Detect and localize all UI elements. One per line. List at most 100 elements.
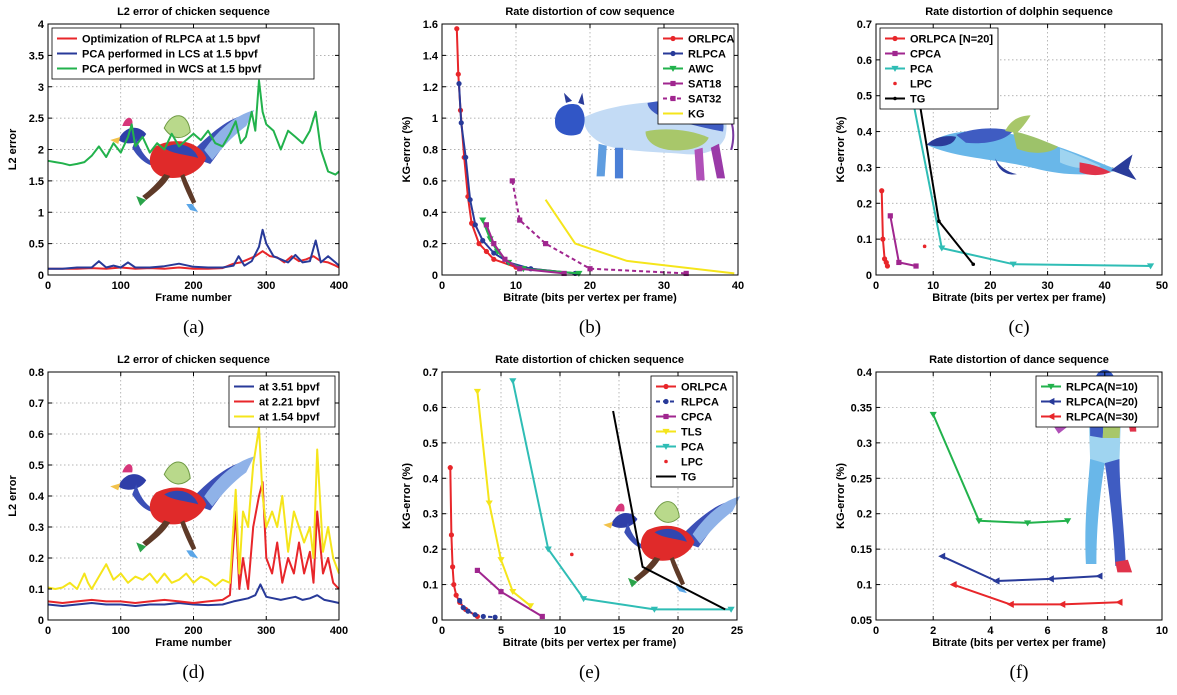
subfigure-label: (c) [1008,317,1029,338]
dancer-leg-left [1085,458,1105,564]
data-point [483,222,489,228]
y-tick-label: 0.35 [851,402,872,414]
data-point [938,552,946,560]
data-point [544,546,552,553]
legend-label: KG [688,109,705,121]
x-tick-label: 30 [1041,280,1053,292]
data-point [887,213,893,219]
y-tick-label: 0.2 [29,553,44,565]
x-tick-label: 10 [510,280,522,292]
legend-entry: RLPCA [656,397,719,409]
data-point [949,580,957,589]
x-tick-label: 10 [927,280,939,292]
series-rlpca [457,597,498,620]
legend-label: PCA [910,64,933,76]
legend-label: CPCA [681,412,712,424]
y-axis-label: KG-error (%) [835,463,847,529]
series-line [903,57,1151,267]
chart-title: L2 error of chicken sequence [117,6,270,18]
data-point [922,244,927,249]
y-tick-label: 0 [432,615,438,627]
y-tick-label: 0.1 [29,584,44,596]
x-axis-label: Bitrate (bits per vertex per frame) [503,637,677,649]
y-tick-label: 0.7 [29,398,44,410]
axes-frame [875,23,1163,276]
series-kg [544,199,735,275]
x-tick-label: 400 [330,280,348,292]
y-tick-label: 0.7 [423,367,438,379]
chart-title: Rate distortion of dance sequence [929,354,1109,366]
data-point [1009,261,1017,268]
y-tick-label: 0.3 [423,509,438,521]
legend-entry: PCA [885,64,933,76]
y-tick-label: 1.2 [423,82,438,94]
chicken-wing [654,528,687,542]
y-tick-label: 0.5 [857,91,872,103]
chicken-beak [110,137,121,145]
legend-marker-swatch [892,35,898,42]
y-axis-label: KG-error (%) [401,463,413,529]
legend-entry: ORLPCA [656,382,728,394]
chicken-leg-right [180,174,197,205]
dolphin-tail-patch [1079,162,1111,176]
data-point [1064,518,1072,525]
legend-label: TG [910,94,925,106]
x-tick-label: 0 [45,625,51,637]
series-line [47,426,340,590]
data-point [517,266,523,272]
data-point [561,270,567,277]
data-point [539,613,545,620]
subfigure-label: (e) [579,662,600,683]
legend-entry: CPCA [885,49,941,61]
data-point [476,241,482,247]
y-tick-label: 0.4 [423,473,439,485]
data-point [880,236,886,242]
series-at-1-54-bpvf [47,426,340,590]
series-line [941,555,1100,582]
chicken-leg-left [142,174,171,201]
data-point [971,262,976,267]
data-point [474,567,480,573]
legend-label: RLPCA(N=10) [1066,382,1138,394]
chicken-head [118,127,147,144]
subfigure-label: (a) [183,317,204,338]
y-tick-label: 0.15 [851,544,872,556]
x-tick-label: 300 [257,280,275,292]
series-line [511,180,687,275]
y-tick-label: 1.6 [423,19,438,31]
y-tick-label: 0.25 [851,473,872,485]
x-tick-label: 40 [732,280,744,292]
series-at-2-21-bpvf [47,481,340,604]
x-tick-label: 8 [1102,625,1108,637]
legend-entry: TLS [656,427,702,439]
series-at-3-51-bpvf [47,583,340,607]
legend-entry: RLPCA [663,49,726,61]
chart-panel-f: 0 2 4 6 8 10 0.05 0.1 0.15 0.2 0.25 0.3 0.35 0.4 Rate … [835,354,1168,683]
chicken-foot-left [628,577,638,588]
legend-label: CPCA [910,49,941,61]
y-tick-label: 1.4 [423,50,439,62]
y-tick-label: 2.5 [29,113,44,125]
y-tick-label: 3.5 [29,50,44,62]
cow-leg-front-left [596,143,607,177]
chicken-wing-raised [654,501,680,523]
y-tick-label: 0.3 [29,522,44,534]
x-tick-label: 10 [1156,625,1168,637]
y-tick-label: 0 [432,270,438,282]
data-point [937,219,941,224]
data-point [517,217,523,223]
data-point [467,197,473,203]
chart-title: L2 error of chicken sequence [117,354,270,366]
data-point [491,241,497,247]
data-point [683,270,689,277]
y-tick-label: 0.8 [29,367,44,379]
x-tick-label: 100 [112,280,130,292]
legend-label: at 1.54 bpvf [259,412,320,424]
legend-marker-swatch [670,95,676,102]
series-rlpca-n-30- [949,580,1123,609]
y-tick-label: 0.2 [423,239,438,251]
legend-label: LPC [910,79,932,91]
chicken-leg-right [669,557,685,586]
legend-entry: at 1.54 bpvf [234,412,320,424]
x-axis-label: Bitrate (bits per vertex per frame) [932,637,1106,649]
